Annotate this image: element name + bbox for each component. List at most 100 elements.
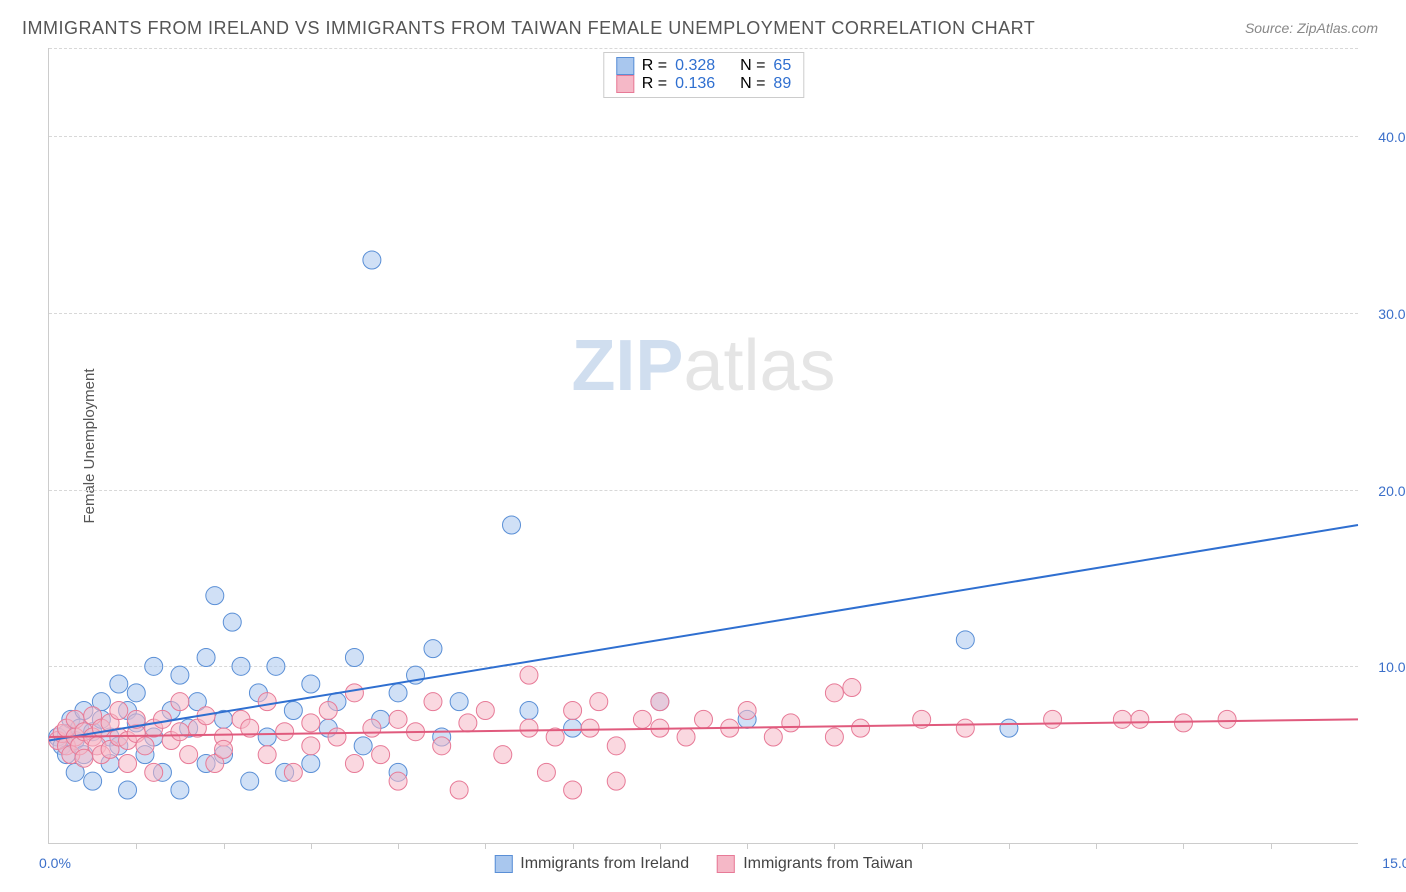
data-point [1044,710,1062,728]
source-attribution: Source: ZipAtlas.com [1245,20,1378,36]
scatter-svg [49,48,1358,843]
y-tick-label: 40.0% [1378,129,1406,145]
data-point [389,710,407,728]
data-point [1131,710,1149,728]
data-point [136,737,154,755]
chart-plot-area: ZIPatlas 10.0%20.0%30.0%40.0% 0.0% 15.0%… [48,48,1358,844]
stats-legend-box: R = 0.328 N = 65 R = 0.136 N = 89 [603,52,804,98]
data-point [345,684,363,702]
data-point [695,710,713,728]
data-point [520,666,538,684]
data-point [345,755,363,773]
data-point [450,693,468,711]
stat-r-label: R = [642,57,667,75]
x-axis-min-label: 0.0% [39,855,71,871]
data-point [764,728,782,746]
data-point [153,710,171,728]
data-point [241,772,259,790]
data-point [956,631,974,649]
data-point [223,613,241,631]
data-point [145,763,163,781]
data-point [302,675,320,693]
data-point [1174,714,1192,732]
data-point [258,693,276,711]
data-point [363,251,381,269]
legend-bottom: Immigrants from Ireland Immigrants from … [494,855,912,873]
data-point [782,714,800,732]
data-point [197,649,215,667]
legend-item-1: Immigrants from Ireland [494,855,689,873]
data-point [328,728,346,746]
data-point [354,737,372,755]
data-point [825,728,843,746]
data-point [110,675,128,693]
data-point [564,702,582,720]
data-point [84,772,102,790]
data-point [852,719,870,737]
chart-title: IMMIGRANTS FROM IRELAND VS IMMIGRANTS FR… [22,18,1035,39]
data-point [258,728,276,746]
swatch-series2-icon [616,75,634,93]
data-point [1218,710,1236,728]
legend-swatch-2-icon [717,855,735,873]
data-point [651,693,669,711]
data-point [433,737,451,755]
stat-r-value-1: 0.328 [675,57,715,75]
y-tick-label: 20.0% [1378,483,1406,499]
data-point [171,781,189,799]
data-point [607,737,625,755]
data-point [607,772,625,790]
y-tick-label: 30.0% [1378,306,1406,322]
stat-n-label: N = [740,75,765,93]
data-point [1000,719,1018,737]
data-point [677,728,695,746]
data-point [520,702,538,720]
data-point [302,737,320,755]
data-point [215,740,233,758]
data-point [825,684,843,702]
trend-line [49,525,1358,741]
data-point [738,702,756,720]
data-point [1113,710,1131,728]
stat-r-label: R = [642,75,667,93]
data-point [206,587,224,605]
data-point [450,781,468,799]
data-point [476,702,494,720]
legend-label-2: Immigrants from Taiwan [743,855,913,873]
data-point [232,657,250,675]
data-point [345,649,363,667]
data-point [284,763,302,781]
data-point [363,719,381,737]
stat-n-value-2: 89 [773,75,791,93]
data-point [145,657,163,675]
data-point [843,679,861,697]
data-point [564,719,582,737]
data-point [276,723,294,741]
stat-n-value-1: 65 [773,57,791,75]
swatch-series1-icon [616,57,634,75]
x-axis-max-label: 15.0% [1382,855,1406,871]
data-point [258,746,276,764]
legend-swatch-1-icon [494,855,512,873]
stat-n-label: N = [740,57,765,75]
data-point [581,719,599,737]
data-point [302,755,320,773]
data-point [119,755,137,773]
data-point [171,723,189,741]
data-point [319,702,337,720]
data-point [590,693,608,711]
data-point [389,772,407,790]
data-point [110,702,128,720]
data-point [284,702,302,720]
data-point [459,714,477,732]
data-point [127,684,145,702]
data-point [372,746,390,764]
data-point [520,719,538,737]
data-point [633,710,651,728]
data-point [267,657,285,675]
data-point [956,719,974,737]
legend-label-1: Immigrants from Ireland [520,855,689,873]
data-point [537,763,555,781]
data-point [171,666,189,684]
data-point [424,640,442,658]
